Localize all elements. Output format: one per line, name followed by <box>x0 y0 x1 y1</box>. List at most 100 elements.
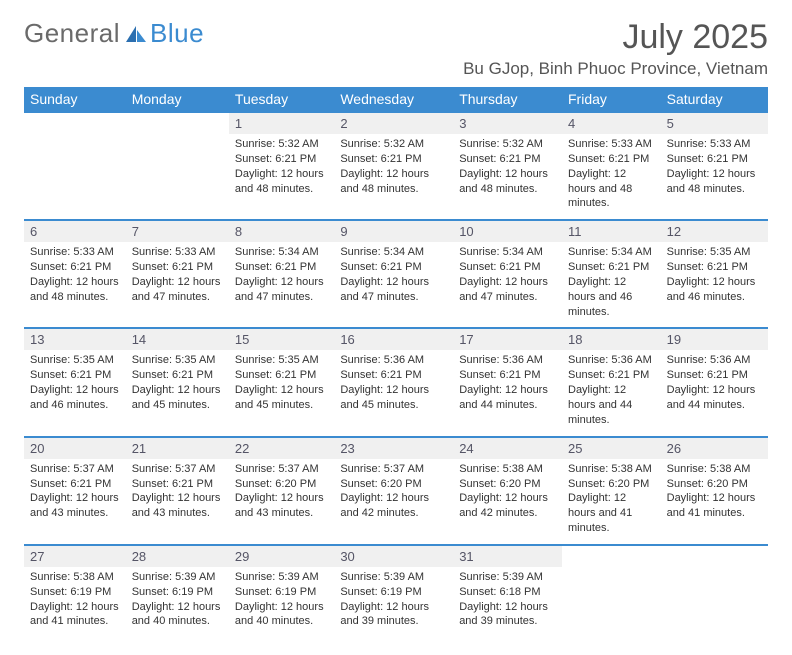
daylight-line: Daylight: 12 hours and 44 minutes. <box>568 383 655 428</box>
sunrise-line: Sunrise: 5:38 AM <box>667 462 762 477</box>
day-number-18: 18 <box>562 328 661 350</box>
sunset-line: Sunset: 6:21 PM <box>667 368 762 383</box>
day-number-9: 9 <box>334 220 453 242</box>
day-header-thursday: Thursday <box>453 87 562 112</box>
sunrise-line: Sunrise: 5:38 AM <box>30 570 120 585</box>
empty-cell <box>24 112 126 134</box>
week-2-content: Sunrise: 5:35 AMSunset: 6:21 PMDaylight:… <box>24 350 768 436</box>
sunrise-line: Sunrise: 5:39 AM <box>459 570 556 585</box>
week-4-numbers: 2728293031 <box>24 545 768 567</box>
sunrise-line: Sunrise: 5:33 AM <box>132 245 223 260</box>
day-number-13: 13 <box>24 328 126 350</box>
day-number-31: 31 <box>453 545 562 567</box>
calendar-table: SundayMondayTuesdayWednesdayThursdayFrid… <box>24 87 768 637</box>
sunrise-line: Sunrise: 5:37 AM <box>235 462 328 477</box>
day-number-4: 4 <box>562 112 661 134</box>
day-number-19: 19 <box>661 328 768 350</box>
sunrise-line: Sunrise: 5:33 AM <box>667 137 762 152</box>
sunset-line: Sunset: 6:21 PM <box>30 368 120 383</box>
day-number-26: 26 <box>661 437 768 459</box>
sunset-line: Sunset: 6:21 PM <box>30 260 120 275</box>
sunset-line: Sunset: 6:21 PM <box>459 152 556 167</box>
day-content-22: Sunrise: 5:37 AMSunset: 6:20 PMDaylight:… <box>229 459 334 545</box>
sunrise-line: Sunrise: 5:36 AM <box>568 353 655 368</box>
empty-cell <box>562 567 661 637</box>
daylight-line: Daylight: 12 hours and 43 minutes. <box>235 491 328 521</box>
sunrise-line: Sunrise: 5:34 AM <box>568 245 655 260</box>
day-content-7: Sunrise: 5:33 AMSunset: 6:21 PMDaylight:… <box>126 242 229 328</box>
sunrise-line: Sunrise: 5:32 AM <box>459 137 556 152</box>
day-content-5: Sunrise: 5:33 AMSunset: 6:21 PMDaylight:… <box>661 134 768 220</box>
sunrise-line: Sunrise: 5:33 AM <box>30 245 120 260</box>
daylight-line: Daylight: 12 hours and 48 minutes. <box>235 167 328 197</box>
day-content-11: Sunrise: 5:34 AMSunset: 6:21 PMDaylight:… <box>562 242 661 328</box>
week-1-content: Sunrise: 5:33 AMSunset: 6:21 PMDaylight:… <box>24 242 768 328</box>
sunset-line: Sunset: 6:21 PM <box>667 152 762 167</box>
week-0-content: Sunrise: 5:32 AMSunset: 6:21 PMDaylight:… <box>24 134 768 220</box>
daylight-line: Daylight: 12 hours and 47 minutes. <box>235 275 328 305</box>
day-number-6: 6 <box>24 220 126 242</box>
sunrise-line: Sunrise: 5:32 AM <box>235 137 328 152</box>
day-number-25: 25 <box>562 437 661 459</box>
day-content-2: Sunrise: 5:32 AMSunset: 6:21 PMDaylight:… <box>334 134 453 220</box>
logo-sail-icon <box>124 24 148 44</box>
day-number-5: 5 <box>661 112 768 134</box>
empty-cell <box>126 134 229 220</box>
sunset-line: Sunset: 6:21 PM <box>235 152 328 167</box>
sunrise-line: Sunrise: 5:34 AM <box>459 245 556 260</box>
logo: General Blue <box>24 18 204 49</box>
day-header-wednesday: Wednesday <box>334 87 453 112</box>
day-content-4: Sunrise: 5:33 AMSunset: 6:21 PMDaylight:… <box>562 134 661 220</box>
sunrise-line: Sunrise: 5:37 AM <box>340 462 447 477</box>
sunrise-line: Sunrise: 5:35 AM <box>132 353 223 368</box>
day-header-friday: Friday <box>562 87 661 112</box>
title-block: July 2025 Bu GJop, Binh Phuoc Province, … <box>463 18 768 79</box>
sunset-line: Sunset: 6:19 PM <box>30 585 120 600</box>
sunrise-line: Sunrise: 5:39 AM <box>132 570 223 585</box>
daylight-line: Daylight: 12 hours and 47 minutes. <box>340 275 447 305</box>
day-number-28: 28 <box>126 545 229 567</box>
sunset-line: Sunset: 6:20 PM <box>568 477 655 492</box>
day-number-10: 10 <box>453 220 562 242</box>
day-header-monday: Monday <box>126 87 229 112</box>
sunset-line: Sunset: 6:21 PM <box>235 260 328 275</box>
week-3-content: Sunrise: 5:37 AMSunset: 6:21 PMDaylight:… <box>24 459 768 545</box>
calendar-page: General Blue July 2025 Bu GJop, Binh Phu… <box>0 0 792 655</box>
daylight-line: Daylight: 12 hours and 47 minutes. <box>132 275 223 305</box>
daylight-line: Daylight: 12 hours and 48 minutes. <box>340 167 447 197</box>
sunrise-line: Sunrise: 5:35 AM <box>667 245 762 260</box>
day-content-6: Sunrise: 5:33 AMSunset: 6:21 PMDaylight:… <box>24 242 126 328</box>
sunset-line: Sunset: 6:21 PM <box>132 260 223 275</box>
day-header-tuesday: Tuesday <box>229 87 334 112</box>
day-number-20: 20 <box>24 437 126 459</box>
sunrise-line: Sunrise: 5:33 AM <box>568 137 655 152</box>
sunset-line: Sunset: 6:20 PM <box>235 477 328 492</box>
week-2-numbers: 13141516171819 <box>24 328 768 350</box>
daylight-line: Daylight: 12 hours and 42 minutes. <box>340 491 447 521</box>
daylight-line: Daylight: 12 hours and 40 minutes. <box>235 600 328 630</box>
daylight-line: Daylight: 12 hours and 47 minutes. <box>459 275 556 305</box>
daylight-line: Daylight: 12 hours and 43 minutes. <box>30 491 120 521</box>
day-number-3: 3 <box>453 112 562 134</box>
sunrise-line: Sunrise: 5:38 AM <box>568 462 655 477</box>
day-number-14: 14 <box>126 328 229 350</box>
sunrise-line: Sunrise: 5:37 AM <box>30 462 120 477</box>
day-content-29: Sunrise: 5:39 AMSunset: 6:19 PMDaylight:… <box>229 567 334 637</box>
sunrise-line: Sunrise: 5:37 AM <box>132 462 223 477</box>
sunset-line: Sunset: 6:21 PM <box>340 368 447 383</box>
sunrise-line: Sunrise: 5:32 AM <box>340 137 447 152</box>
day-content-27: Sunrise: 5:38 AMSunset: 6:19 PMDaylight:… <box>24 567 126 637</box>
day-number-21: 21 <box>126 437 229 459</box>
week-0-numbers: 12345 <box>24 112 768 134</box>
day-number-30: 30 <box>334 545 453 567</box>
sunrise-line: Sunrise: 5:34 AM <box>340 245 447 260</box>
sunrise-line: Sunrise: 5:39 AM <box>340 570 447 585</box>
day-content-3: Sunrise: 5:32 AMSunset: 6:21 PMDaylight:… <box>453 134 562 220</box>
location-text: Bu GJop, Binh Phuoc Province, Vietnam <box>463 59 768 79</box>
day-content-12: Sunrise: 5:35 AMSunset: 6:21 PMDaylight:… <box>661 242 768 328</box>
sunrise-line: Sunrise: 5:36 AM <box>667 353 762 368</box>
daylight-line: Daylight: 12 hours and 46 minutes. <box>30 383 120 413</box>
week-4-content: Sunrise: 5:38 AMSunset: 6:19 PM Daylight:… <box>24 567 768 637</box>
day-header-saturday: Saturday <box>661 87 768 112</box>
sunset-line: Sunset: 6:20 PM <box>459 477 556 492</box>
